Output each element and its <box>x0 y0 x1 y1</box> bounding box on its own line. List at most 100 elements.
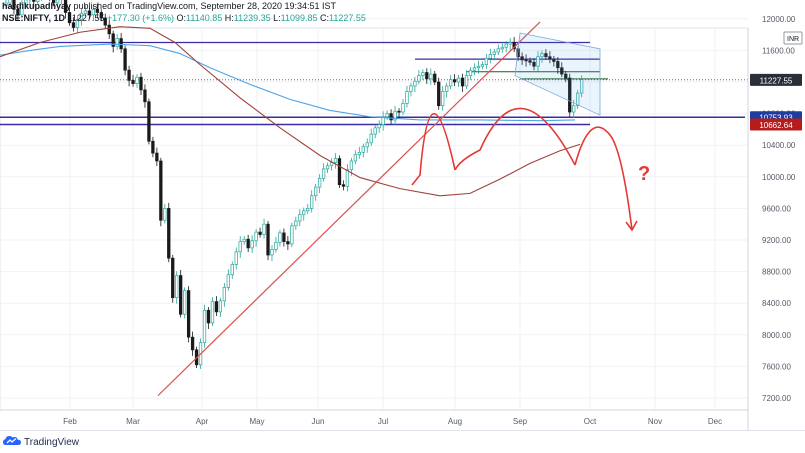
candle[interactable] <box>135 76 139 84</box>
candle[interactable] <box>20 4 24 16</box>
candle[interactable] <box>548 56 552 60</box>
candle[interactable] <box>302 210 306 216</box>
candle[interactable] <box>111 33 115 47</box>
candle[interactable] <box>206 309 211 324</box>
candle[interactable] <box>409 85 413 92</box>
candle[interactable] <box>536 56 540 67</box>
candle[interactable] <box>397 110 401 113</box>
candle[interactable] <box>361 146 365 153</box>
candle[interactable] <box>528 60 532 63</box>
candle[interactable] <box>175 275 179 299</box>
candle[interactable] <box>218 300 223 313</box>
candle[interactable] <box>579 79 584 94</box>
candle[interactable] <box>464 75 469 87</box>
candle[interactable] <box>492 51 496 55</box>
candle[interactable] <box>99 12 103 19</box>
candle[interactable] <box>325 165 330 170</box>
candle[interactable] <box>131 80 135 84</box>
candle[interactable] <box>123 48 127 71</box>
candle[interactable] <box>103 17 107 26</box>
candle[interactable] <box>83 10 88 14</box>
candle[interactable] <box>329 162 334 167</box>
candle[interactable] <box>147 101 151 142</box>
tradingview-logo[interactable]: TradingView <box>3 433 79 451</box>
candle[interactable] <box>437 81 441 107</box>
candle[interactable] <box>314 186 318 197</box>
trendline[interactable] <box>157 21 541 397</box>
candle[interactable] <box>71 22 76 28</box>
candle[interactable] <box>452 79 457 83</box>
candle[interactable] <box>127 69 131 81</box>
candle[interactable] <box>250 240 254 249</box>
candle[interactable] <box>155 152 159 162</box>
candle[interactable] <box>242 238 246 242</box>
candle[interactable] <box>75 19 80 28</box>
candle[interactable] <box>540 53 544 58</box>
author-name[interactable]: hardikupadhyay <box>2 1 72 11</box>
price-channel[interactable] <box>514 32 601 116</box>
candle[interactable] <box>246 238 250 249</box>
candle[interactable] <box>171 257 175 299</box>
candle[interactable] <box>32 0 36 2</box>
candle[interactable] <box>254 231 258 242</box>
candle[interactable] <box>310 195 314 209</box>
candle[interactable] <box>385 113 389 118</box>
candle[interactable] <box>508 42 512 45</box>
candle[interactable] <box>572 105 576 113</box>
candle[interactable] <box>429 73 433 80</box>
candle[interactable] <box>345 169 350 187</box>
candle[interactable] <box>353 154 358 162</box>
candle[interactable] <box>373 127 377 135</box>
candle[interactable] <box>401 102 405 113</box>
candle[interactable] <box>496 48 500 53</box>
candle[interactable] <box>576 92 580 107</box>
candle[interactable] <box>321 168 326 179</box>
candle[interactable] <box>484 57 489 65</box>
candle[interactable] <box>79 12 84 20</box>
candle[interactable] <box>417 75 421 82</box>
candle[interactable] <box>4 2 8 6</box>
price-chart[interactable]: ? 7200.00 7600.00 8000.00 8400.00 8800.00 920… <box>0 0 805 430</box>
candle[interactable] <box>8 0 12 4</box>
candle[interactable] <box>369 133 373 144</box>
candle[interactable] <box>552 58 556 62</box>
candle[interactable] <box>306 208 310 212</box>
candle[interactable] <box>405 91 409 104</box>
candle[interactable] <box>286 241 290 245</box>
candle[interactable] <box>12 0 16 10</box>
candle[interactable] <box>290 225 294 245</box>
candle[interactable] <box>91 8 95 16</box>
candle[interactable] <box>393 110 397 121</box>
candle[interactable] <box>67 12 72 24</box>
candle[interactable] <box>564 73 568 79</box>
candle[interactable] <box>448 79 453 87</box>
candle[interactable] <box>333 158 338 163</box>
candle[interactable] <box>214 301 219 313</box>
candle[interactable] <box>159 160 163 221</box>
candle[interactable] <box>179 275 183 315</box>
candle[interactable] <box>143 89 147 103</box>
candle[interactable] <box>266 223 270 256</box>
candle[interactable] <box>460 77 465 87</box>
candle[interactable] <box>202 309 207 344</box>
annotation-middle-arc[interactable] <box>454 107 576 171</box>
candle[interactable] <box>500 46 504 50</box>
candle[interactable] <box>190 336 195 351</box>
candle[interactable] <box>441 91 445 107</box>
candle[interactable] <box>278 232 282 243</box>
candle[interactable] <box>222 287 227 302</box>
candle[interactable] <box>520 56 524 61</box>
candle[interactable] <box>270 249 274 256</box>
candle[interactable] <box>524 59 528 62</box>
candle[interactable] <box>63 0 68 13</box>
candle[interactable] <box>560 67 564 75</box>
candle[interactable] <box>298 214 302 222</box>
candle[interactable] <box>36 0 40 2</box>
candle[interactable] <box>238 241 242 253</box>
annotation-right-arc[interactable] <box>574 126 633 231</box>
candle[interactable] <box>413 80 417 87</box>
candle[interactable] <box>421 72 425 77</box>
candle[interactable] <box>341 184 346 187</box>
candle[interactable] <box>24 0 28 5</box>
candle[interactable] <box>258 231 262 235</box>
